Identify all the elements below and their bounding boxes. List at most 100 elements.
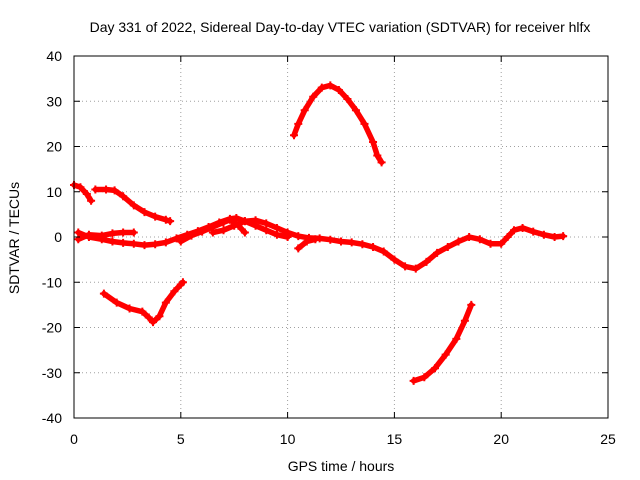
y-tick-label: 40 <box>46 48 62 64</box>
data-point <box>176 237 185 246</box>
data-point <box>232 213 241 222</box>
data-point <box>454 237 463 246</box>
data-point <box>119 192 128 201</box>
data-point <box>87 196 96 205</box>
data-point <box>172 234 181 243</box>
data-point <box>129 228 138 237</box>
x-tick-label: 10 <box>280 431 296 447</box>
data-point <box>262 226 271 235</box>
data-point <box>510 226 519 235</box>
data-point <box>262 219 271 228</box>
data-point <box>151 212 160 221</box>
gridlines <box>74 56 608 418</box>
data-point <box>390 255 399 264</box>
data-point <box>369 137 378 146</box>
data-point <box>518 223 527 232</box>
x-tick-label: 20 <box>493 431 509 447</box>
data-point <box>302 237 311 246</box>
data-point <box>358 240 367 249</box>
data-series <box>70 81 568 385</box>
data-point <box>225 215 234 224</box>
data-point <box>309 92 318 101</box>
series-line <box>410 302 475 384</box>
data-point <box>283 228 292 237</box>
data-point <box>138 307 147 316</box>
series-arc-6 <box>208 216 568 273</box>
y-tick-label: 10 <box>46 184 62 200</box>
data-point <box>84 233 93 241</box>
data-point <box>550 233 559 241</box>
x-tick-label: 15 <box>387 431 403 447</box>
chart-title: Day 331 of 2022, Sidereal Day-to-day VTE… <box>90 19 591 35</box>
data-point <box>503 233 512 241</box>
data-point <box>311 235 320 244</box>
data-point <box>140 208 149 217</box>
data-point <box>373 151 382 160</box>
data-point <box>360 119 369 128</box>
x-tick-label: 25 <box>600 431 616 447</box>
series-arc-8 <box>290 81 386 167</box>
data-point <box>240 217 249 226</box>
data-point <box>187 231 196 240</box>
data-point <box>170 287 179 296</box>
data-point <box>149 318 158 327</box>
data-point <box>119 228 128 237</box>
data-point <box>108 237 117 246</box>
data-point <box>198 227 207 236</box>
x-axis-label: GPS time / hours <box>288 458 395 474</box>
data-point <box>379 247 388 256</box>
data-point <box>108 229 117 238</box>
y-tick-label: 30 <box>46 93 62 109</box>
data-point <box>294 119 303 128</box>
y-tick-label: -40 <box>42 410 62 426</box>
series-arc-2 <box>91 185 175 226</box>
y-tick-label: -10 <box>42 274 62 290</box>
series-line <box>71 182 94 204</box>
y-axis-label: SDTVAR / TECUs <box>6 182 22 294</box>
y-axis-ticks: 40 30 20 10 0 -10 -20 -30 -40 <box>42 48 608 426</box>
data-point <box>401 262 410 271</box>
data-point <box>161 215 170 224</box>
data-point <box>465 233 474 241</box>
data-point <box>559 232 568 241</box>
data-point <box>452 334 461 343</box>
data-point <box>497 239 506 248</box>
y-tick-label: -30 <box>42 365 62 381</box>
data-point <box>161 238 170 247</box>
data-point <box>144 313 153 322</box>
data-point <box>251 216 260 225</box>
data-point <box>326 81 335 90</box>
data-point <box>155 312 164 321</box>
data-point <box>430 364 439 373</box>
data-point <box>475 235 484 244</box>
data-point <box>82 190 91 199</box>
y-tick-label: -20 <box>42 320 62 336</box>
data-point <box>300 106 309 115</box>
data-point <box>290 131 299 140</box>
data-point <box>99 289 108 298</box>
data-point <box>529 227 538 236</box>
data-point <box>166 217 175 226</box>
data-point <box>369 242 378 251</box>
series-arc-7 <box>294 235 320 253</box>
x-axis-ticks: 0 5 10 15 20 25 <box>70 56 616 447</box>
data-point <box>422 257 431 266</box>
data-point <box>119 238 128 247</box>
y-tick-label: 20 <box>46 139 62 155</box>
data-point <box>272 223 281 232</box>
data-point <box>409 376 418 385</box>
data-point <box>76 183 85 192</box>
data-point <box>377 158 386 167</box>
data-point <box>230 221 239 230</box>
data-point <box>460 316 469 325</box>
x-tick-label: 5 <box>177 431 185 447</box>
x-tick-label: 0 <box>70 431 78 447</box>
data-point <box>219 218 228 227</box>
data-point <box>208 228 217 237</box>
series-arc-10 <box>409 300 476 385</box>
data-point <box>351 106 360 115</box>
data-point <box>112 298 121 307</box>
data-point <box>317 83 326 92</box>
data-point <box>129 239 138 248</box>
data-point <box>110 186 119 195</box>
